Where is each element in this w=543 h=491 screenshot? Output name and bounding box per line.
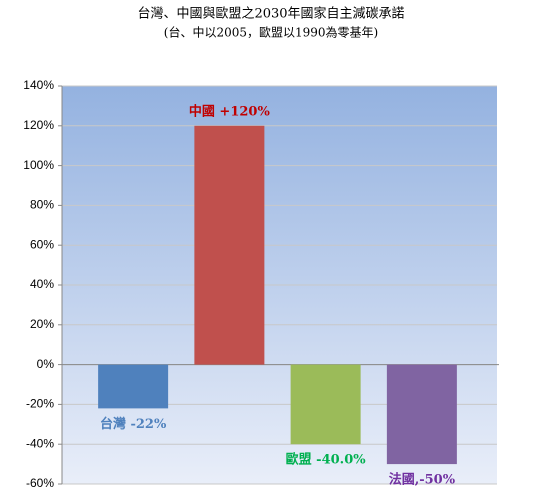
y-tick-label: 140% [23,78,54,92]
y-tick-label: 80% [30,198,54,212]
data-label: 歐盟 -40.0% [286,452,367,468]
chart-subtitle: (台、中以2005，歐盟以1990為零基年) [164,25,378,40]
chart-title: 台灣、中國與歐盟之2030年國家自主減碳承諾 [137,6,404,22]
y-tick-label: -40% [26,436,54,450]
bar [194,125,265,365]
y-tick-label: -20% [26,397,54,411]
data-label: 台灣 -22% [100,416,167,432]
data-label: 中國 +120% [189,103,271,119]
bar [290,364,361,445]
y-tick-label: 100% [23,158,54,172]
y-tick-label: 0% [37,357,55,371]
y-tick-label: -60% [26,476,54,490]
y-tick-label: 120% [23,118,54,132]
y-tick-label: 20% [30,317,54,331]
y-tick-label: 60% [30,237,54,251]
bar [386,364,457,465]
y-tick-label: 40% [30,277,54,291]
bar [98,364,169,409]
data-label: 法國,-50% [389,472,456,488]
